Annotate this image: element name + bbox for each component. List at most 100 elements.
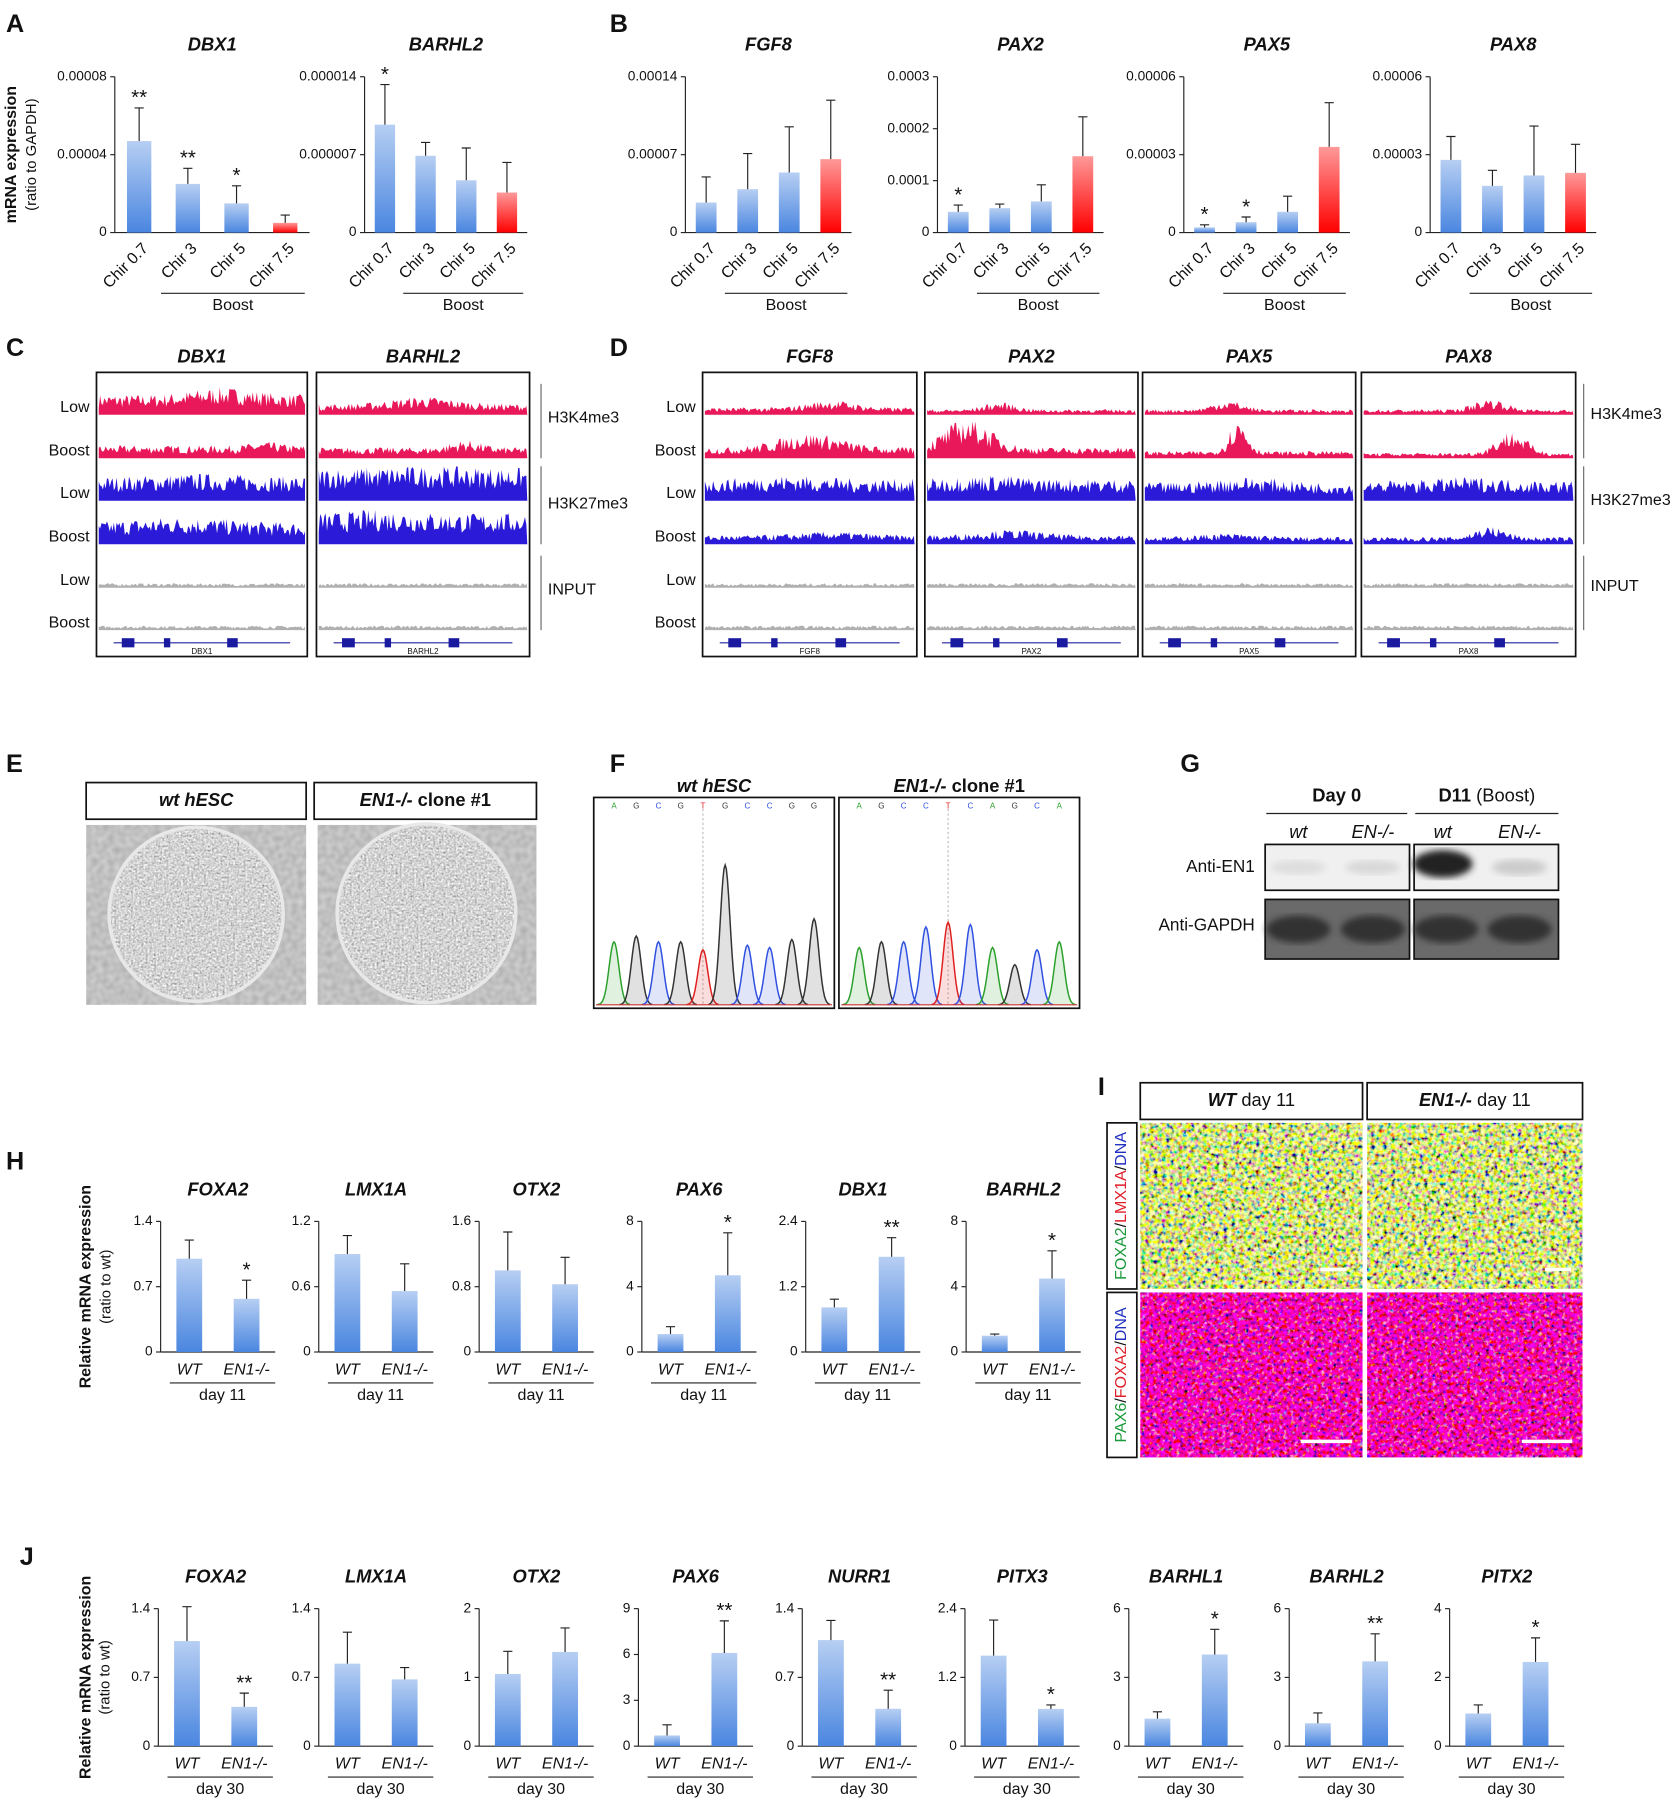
error-bar	[503, 1650, 513, 1674]
x-tick-label: WT	[1466, 1755, 1492, 1773]
x-tick-label: WT	[495, 1361, 521, 1379]
x-tick-label: Chir 7.5	[1043, 239, 1095, 291]
blot-row-label: Anti-EN1	[1186, 856, 1255, 876]
error-bar	[995, 203, 1005, 209]
error-bar	[1530, 1637, 1541, 1662]
row-label-part: FOXA2	[1112, 1346, 1130, 1399]
y-tick-label: 0.000007	[299, 146, 356, 161]
bar	[947, 211, 969, 233]
x-tick-label: WT	[818, 1755, 844, 1773]
bar	[126, 141, 152, 233]
base-call: G	[1012, 802, 1018, 811]
x-tick-label: EN1-/-	[1028, 1755, 1074, 1773]
signal-track	[1363, 477, 1574, 501]
gene-name: PAX2	[1021, 647, 1041, 656]
error-bar	[1570, 143, 1581, 173]
error-bar	[1529, 125, 1539, 176]
group-label: day 30	[1487, 1780, 1535, 1798]
bar	[175, 183, 201, 233]
exon	[1387, 638, 1400, 648]
track-title: BARHL2	[386, 345, 460, 366]
significance-label: *	[1211, 1608, 1219, 1631]
panel-letter: G	[1180, 750, 1200, 778]
panel-letter: J	[20, 1543, 34, 1571]
error-bar	[1370, 1633, 1380, 1662]
x-tick-label: WT	[335, 1755, 361, 1773]
y-tick-label: 0.00014	[628, 68, 678, 83]
track-box	[1360, 371, 1577, 658]
chart-title: FOXA2	[185, 1566, 246, 1587]
error-bar	[1313, 1712, 1323, 1724]
x-tick-label: Chir 3	[969, 239, 1012, 282]
significance-label: *	[243, 1258, 251, 1281]
band	[1270, 860, 1326, 875]
chart-title: PAX6	[672, 1566, 719, 1587]
peak	[909, 925, 943, 1006]
signal-track	[318, 509, 528, 545]
signal-track	[98, 474, 305, 501]
peak	[1042, 940, 1076, 1006]
column-header: EN1-/- day 11	[1419, 1089, 1531, 1110]
error-bar	[239, 1692, 249, 1707]
column-header-part: WT	[1208, 1089, 1238, 1110]
group-label: day 30	[840, 1780, 888, 1798]
track-box	[701, 371, 918, 658]
image-title: EN1-/- clone #1	[360, 789, 491, 810]
track-row-label: Boost	[655, 528, 697, 546]
bar-chart: LMX1A 0 0.7 1.4 WT EN1-/- day 30	[292, 1566, 434, 1798]
signal-track	[1144, 533, 1354, 545]
exon	[728, 638, 742, 648]
base-call: C	[767, 802, 773, 811]
signal-track	[927, 625, 1136, 631]
error-bar	[280, 214, 290, 223]
error-bar	[1047, 1250, 1057, 1279]
bar	[1038, 1708, 1064, 1747]
y-tick-label: 0.00004	[57, 146, 107, 161]
signal-track	[1363, 527, 1574, 545]
bar	[273, 222, 298, 233]
bar	[494, 1270, 521, 1353]
gene-name: PAX8	[1459, 647, 1479, 656]
row-label-part: /	[1112, 1222, 1130, 1227]
base-call: G	[811, 802, 817, 811]
colony	[109, 827, 284, 1002]
error-bar	[743, 152, 753, 190]
group-label: day 30	[357, 1780, 405, 1798]
group-label: day 11	[357, 1386, 404, 1404]
chart-title: DBX1	[188, 34, 237, 55]
chart-title: DBX1	[839, 1178, 888, 1199]
significance-label: **	[180, 147, 196, 170]
track-row-label: Boost	[49, 442, 91, 460]
peak	[597, 940, 631, 1006]
y-tick-label: 1.2	[938, 1669, 957, 1684]
signal-track	[318, 397, 528, 415]
y-tick-label: 3	[1113, 1669, 1121, 1684]
bar-chart: BARHL1 0 3 6 WT * EN1-/- day 30	[1113, 1566, 1244, 1798]
band	[1345, 860, 1401, 875]
row-label-box	[1106, 1291, 1138, 1459]
y-axis-label: Relative mRNA expression	[76, 1576, 94, 1779]
signal-track	[704, 476, 915, 501]
column-header-box	[1139, 1081, 1364, 1121]
x-tick-label: Chir 7.5	[246, 239, 298, 291]
chart-title: NURR1	[828, 1566, 891, 1587]
bar-chart: DBX1 mRNA expression (ratio to GAPDH) 0 0.00…	[2, 34, 310, 314]
group-label: day 30	[1327, 1780, 1375, 1798]
peak	[842, 946, 876, 1006]
exon	[448, 638, 460, 648]
y-tick-label: 4	[1434, 1600, 1442, 1615]
peak	[619, 934, 653, 1006]
significance-label: **	[1367, 1612, 1383, 1635]
bar	[878, 1256, 905, 1353]
y-tick-label: 0.00003	[1126, 146, 1176, 161]
significance-label: *	[1048, 1229, 1056, 1252]
chart-title: LMX1A	[345, 1566, 407, 1587]
group-header: D11 (Boost)	[1438, 784, 1535, 805]
group-label: day 30	[1003, 1780, 1051, 1798]
signal-track	[704, 434, 915, 459]
base-call: C	[744, 802, 750, 811]
error-bar	[1283, 195, 1293, 212]
